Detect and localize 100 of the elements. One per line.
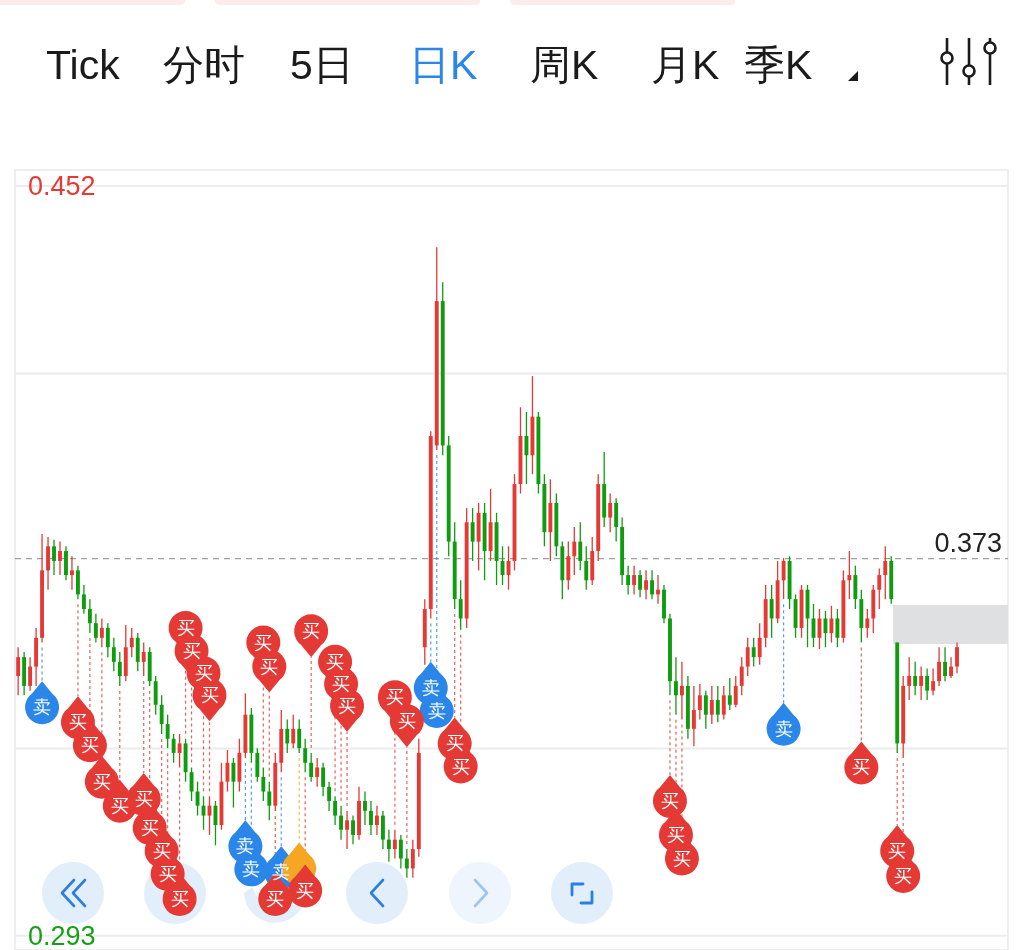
candlestick	[572, 526, 577, 576]
data-label: 买	[254, 632, 273, 653]
candlestick	[943, 646, 947, 682]
candlestick	[398, 834, 403, 870]
candlestick	[751, 637, 756, 668]
data-label: 买	[666, 824, 685, 845]
candlestick	[404, 848, 409, 879]
candlestick	[727, 677, 732, 711]
candlestick	[829, 605, 834, 644]
data-label: 买	[200, 685, 219, 706]
candlestick	[697, 683, 702, 721]
data-label: 买	[326, 651, 345, 672]
candlestick	[638, 569, 643, 598]
candlestick	[171, 733, 176, 764]
data-label: 卖	[242, 859, 261, 880]
data-label: 买	[158, 864, 177, 885]
data-label: 买	[385, 687, 404, 708]
candlestick	[351, 814, 355, 846]
candlestick	[165, 714, 170, 749]
text: 日K	[409, 42, 478, 88]
candlestick	[913, 661, 918, 696]
candlestick	[644, 569, 648, 600]
candlestick	[327, 780, 332, 812]
candlestick	[458, 579, 463, 631]
candlestick	[369, 800, 373, 836]
data-label: 买	[260, 656, 279, 677]
candlestick	[267, 780, 272, 821]
candlestick	[721, 685, 726, 721]
candlestick	[757, 622, 762, 666]
candlestick	[345, 810, 349, 850]
candlestick	[392, 829, 397, 860]
data-label: 买	[134, 789, 153, 810]
candlestick	[674, 656, 678, 716]
candlestick	[781, 557, 786, 600]
data-label: 买	[894, 865, 913, 886]
candlestick	[105, 622, 110, 658]
data-label: 买	[80, 735, 99, 756]
candlestick	[584, 545, 589, 591]
candlestick	[847, 550, 852, 600]
data-label: 买	[332, 674, 351, 695]
text: 分时	[163, 42, 245, 88]
candlestick	[632, 565, 637, 596]
candlestick	[937, 646, 942, 687]
data-label: 买	[140, 817, 159, 838]
candlestick	[231, 757, 236, 809]
candlestick	[177, 733, 182, 769]
text: 周K	[530, 42, 599, 88]
candlestick	[949, 656, 953, 679]
candlestick	[578, 521, 583, 572]
data-label: 买	[672, 848, 691, 869]
candlestick	[189, 766, 194, 802]
candlestick	[907, 656, 912, 701]
data-label: 买	[176, 617, 195, 638]
candlestick	[129, 627, 134, 658]
text: Tick	[46, 42, 121, 88]
candlestick	[70, 555, 74, 591]
candlestick	[99, 617, 104, 648]
candlestick	[117, 651, 122, 687]
data-label: 卖	[427, 700, 446, 721]
candlestick	[626, 565, 631, 596]
data-label: 买	[852, 757, 871, 778]
candlestick	[877, 567, 882, 610]
y-tick-label: 0.293	[28, 920, 96, 950]
candlestick	[58, 540, 62, 576]
candlestick	[709, 685, 714, 725]
candlestick	[883, 545, 888, 600]
candlestick	[333, 795, 338, 826]
candlestick	[81, 584, 86, 615]
candlestick	[159, 694, 164, 735]
data-label: 买	[445, 733, 464, 754]
text: 季K	[744, 42, 813, 88]
data-label: 卖	[236, 836, 255, 857]
candlestick	[919, 665, 924, 701]
data-label: 卖	[774, 718, 793, 739]
candlestick	[769, 584, 774, 639]
candlestick	[679, 661, 684, 721]
candlestick	[733, 675, 738, 708]
candlestick	[285, 718, 290, 754]
candlestick	[375, 805, 379, 836]
data-label: 买	[397, 711, 416, 732]
data-label: 买	[68, 712, 87, 733]
candlestick	[691, 685, 696, 747]
data-label: 买	[660, 790, 679, 811]
candlestick	[363, 790, 367, 826]
candlestick	[715, 685, 720, 723]
candlestick	[291, 714, 296, 749]
candlestick	[650, 569, 654, 600]
candlestick	[931, 667, 936, 696]
candlestick	[303, 738, 308, 773]
candlestick	[925, 667, 930, 701]
candlestick	[703, 689, 708, 730]
text: 5日	[290, 42, 354, 88]
candlestick	[865, 608, 870, 639]
candlestick	[141, 641, 146, 677]
candlestick	[745, 637, 750, 677]
data-label: 买	[451, 756, 470, 777]
data-label: 买	[170, 889, 189, 910]
ref-line-label: 0.373	[934, 527, 1002, 558]
data-label: 卖	[421, 677, 440, 698]
candlestick	[52, 539, 56, 576]
